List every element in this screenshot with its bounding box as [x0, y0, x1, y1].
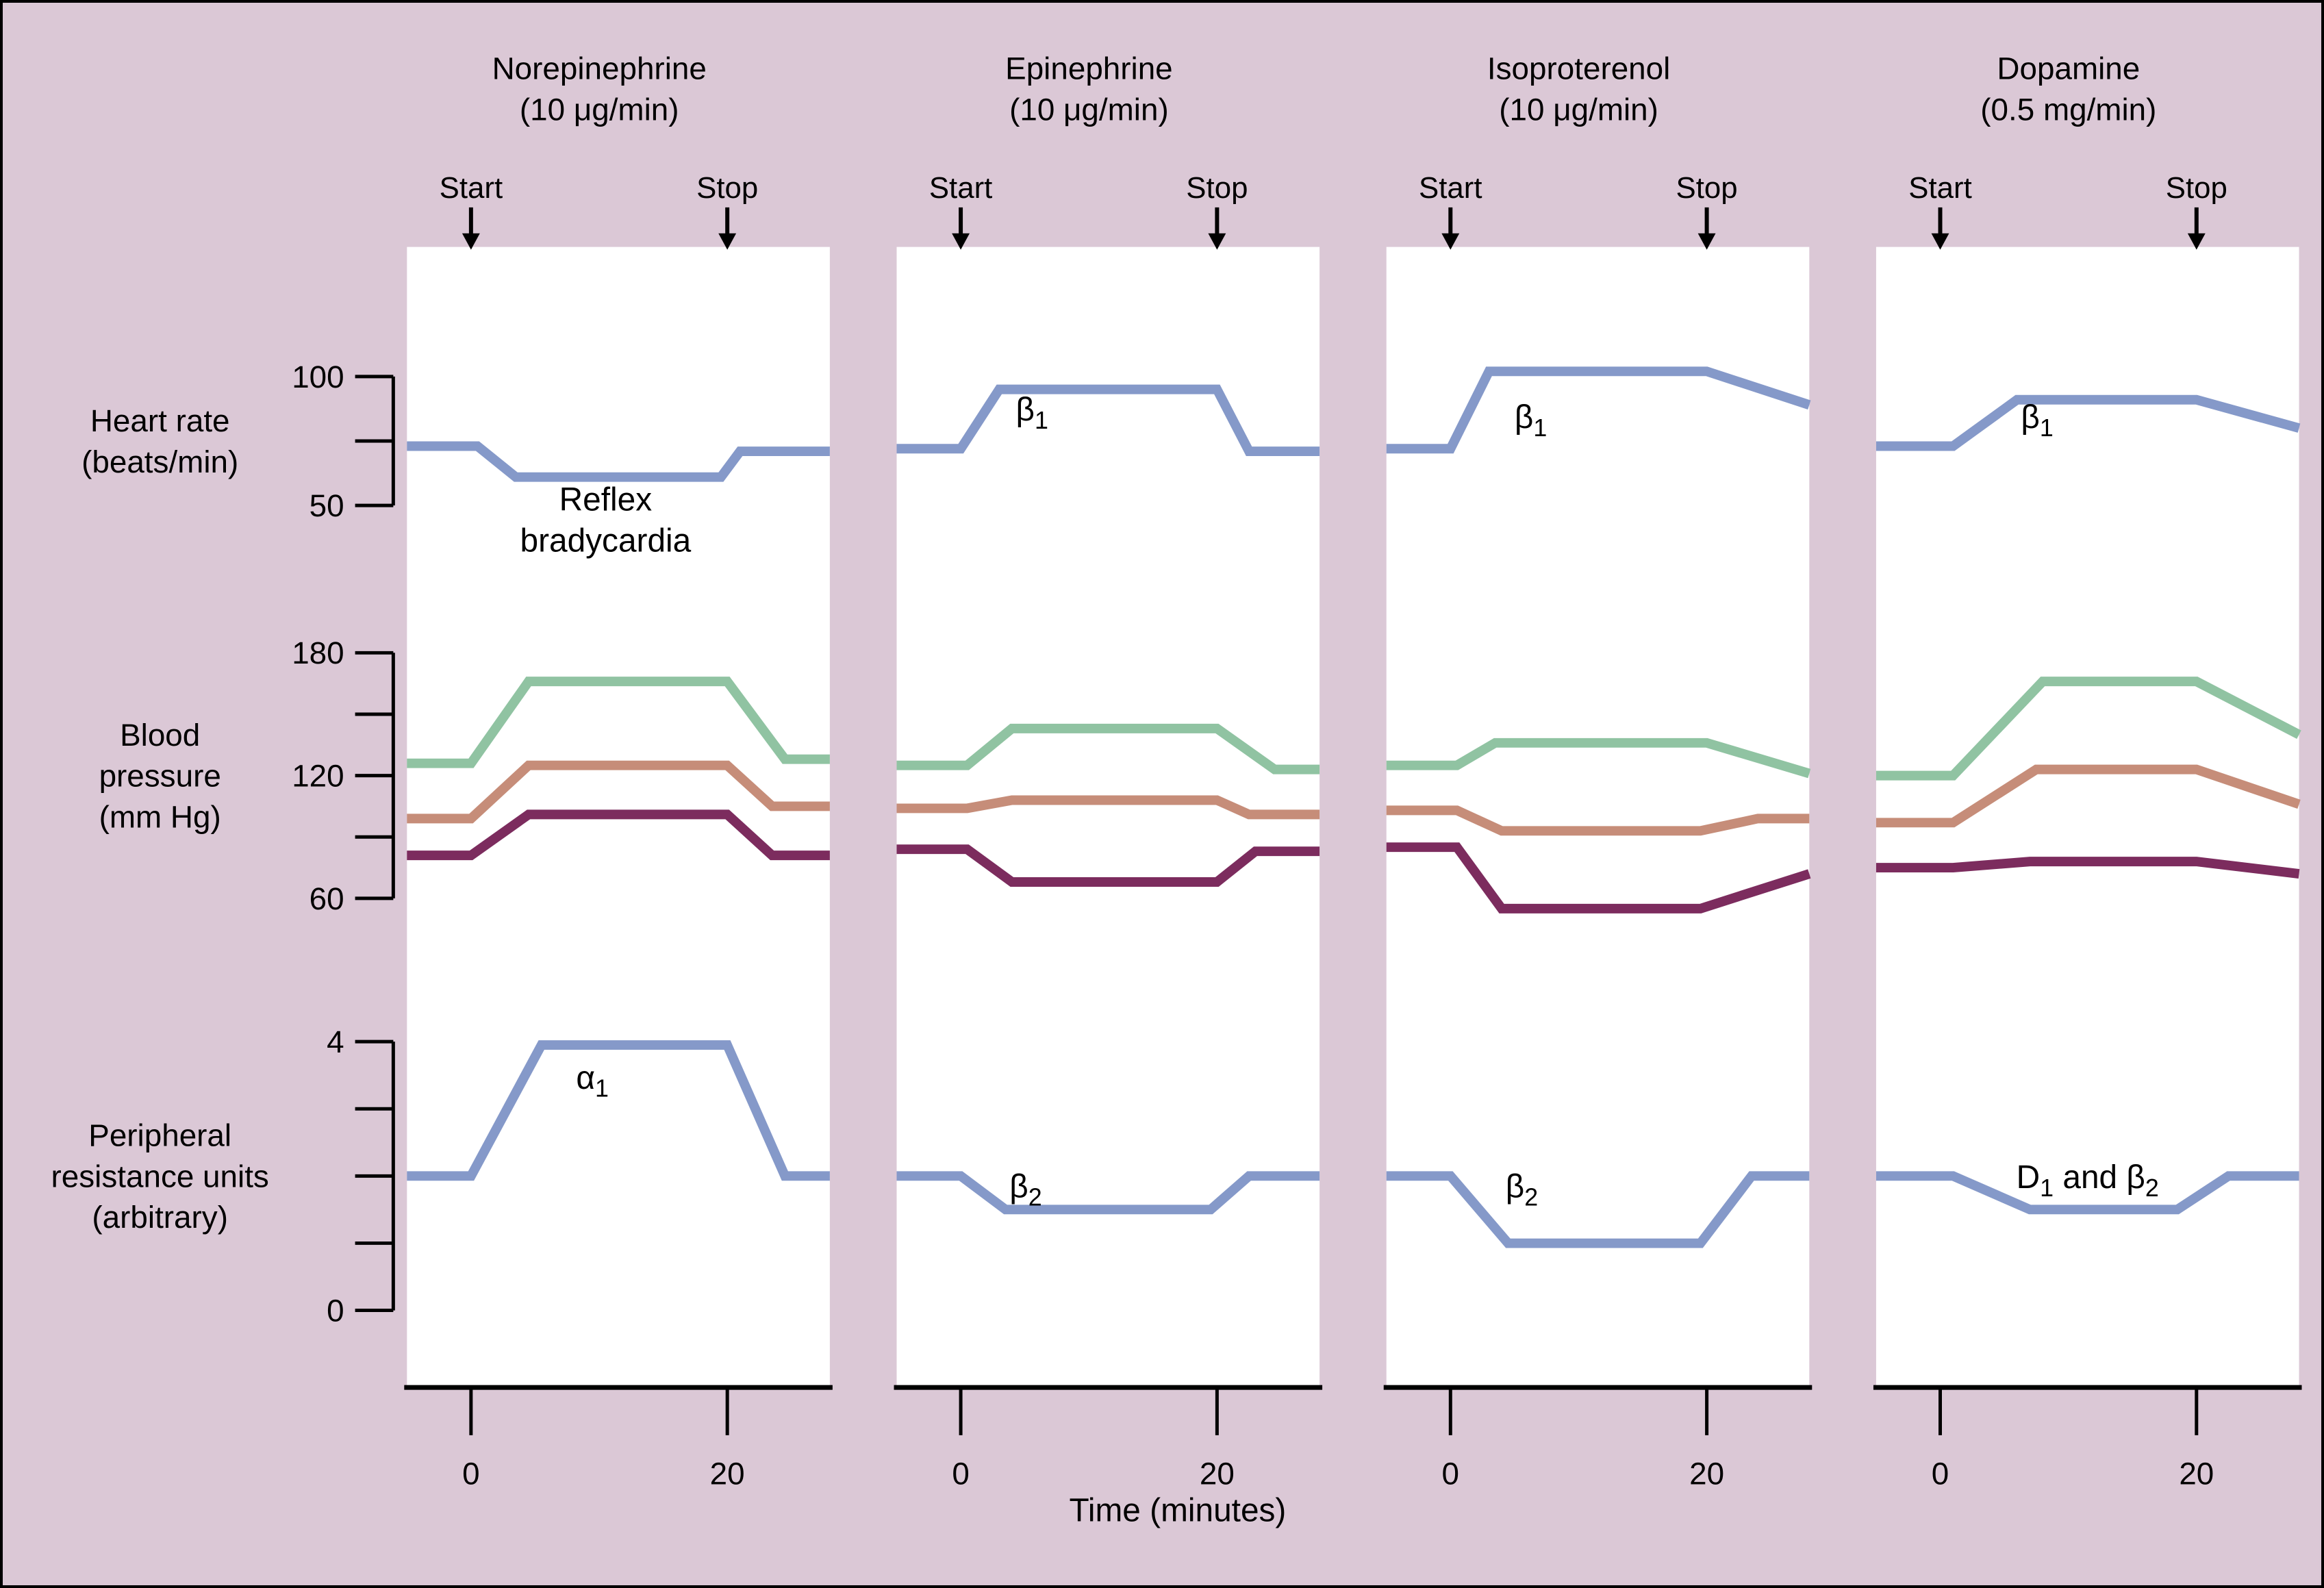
start-label-epinephrine: Start — [929, 171, 993, 205]
series-dopamine-diastolic — [1875, 857, 2300, 879]
start-label-dopamine: Start — [1908, 171, 1972, 205]
x-tick-label-norepinephrine-20: 20 — [710, 1457, 745, 1491]
annotation-epinephrine-peripheral_resistance-0: β2 — [1009, 1169, 1041, 1211]
x-tick-label-epinephrine-20: 20 — [1200, 1457, 1235, 1491]
series-dopamine-heart_rate — [1875, 394, 2301, 451]
x-tick-label-isoproterenol-20: 20 — [1689, 1457, 1724, 1491]
title-isoproterenol: Isoproterenol — [1487, 51, 1670, 86]
series-epinephrine-heart_rate — [896, 384, 1320, 457]
y-tick-label-blood_pressure-120: 120 — [292, 759, 344, 794]
start-arrow-head-icon — [952, 233, 970, 250]
stop-arrow-head-icon — [1697, 233, 1716, 250]
dose-dopamine: (0.5 mg/min) — [1980, 92, 2156, 127]
y-tick-label-heart_rate-50: 50 — [310, 488, 344, 523]
row-label-peripheral_resistance: (arbitrary) — [92, 1200, 228, 1235]
row-label-blood_pressure: Blood — [120, 718, 200, 753]
stop-label-dopamine: Stop — [2166, 171, 2227, 205]
annotation-norepinephrine-peripheral_resistance-0: α1 — [576, 1060, 609, 1102]
annotation-norepinephrine-heart_rate-0: bradycardia — [520, 522, 692, 559]
series-norepinephrine-diastolic — [407, 809, 830, 861]
annotation-isoproterenol-peripheral_resistance-0: β2 — [1506, 1169, 1538, 1211]
panel-dopamine — [1875, 247, 2299, 1388]
row-label-heart_rate: (beats/min) — [81, 444, 238, 479]
row-label-peripheral_resistance: resistance units — [51, 1159, 269, 1194]
series-epinephrine-resistance — [896, 1171, 1320, 1215]
start-arrow-head-icon — [462, 233, 480, 250]
series-dopamine-resistance — [1875, 1171, 2299, 1215]
y-tick-label-peripheral_resistance-0: 0 — [327, 1294, 344, 1328]
series-norepinephrine-systolic — [407, 677, 830, 768]
series-norepinephrine-heart_rate — [407, 441, 830, 482]
annotation-isoproterenol-heart_rate-0: β1 — [1515, 399, 1547, 442]
series-isoproterenol-diastolic — [1386, 842, 1811, 913]
figure-canvas: 100 50 Heart rate (beats/min) 180 120 60 Blood p… — [4, 3, 2320, 1585]
row-label-blood_pressure: pressure — [99, 759, 221, 794]
stop-label-epinephrine: Stop — [1186, 171, 1248, 205]
annotation-norepinephrine-heart_rate-0: Reflex — [559, 482, 653, 518]
x-tick-label-dopamine-0: 0 — [1932, 1457, 1949, 1491]
series-dopamine-systolic — [1875, 677, 2301, 781]
stop-arrow-head-icon — [718, 233, 737, 250]
series-epinephrine-systolic — [896, 723, 1320, 774]
series-isoproterenol-mean — [1386, 805, 1810, 836]
y-tick-label-blood_pressure-180: 180 — [292, 635, 344, 670]
stop-label-norepinephrine: Stop — [696, 171, 758, 205]
row-label-blood_pressure: (mm Hg) — [99, 799, 221, 834]
start-label-norepinephrine: Start — [440, 171, 503, 205]
series-epinephrine-mean — [896, 795, 1320, 820]
stop-arrow-head-icon — [2187, 233, 2206, 250]
dose-epinephrine: (10 μg/min) — [1009, 92, 1169, 127]
annotation-dopamine-peripheral_resistance-0: D1 and β2 — [2017, 1159, 2159, 1202]
dose-isoproterenol: (10 μg/min) — [1499, 92, 1658, 127]
x-tick-label-epinephrine-0: 0 — [952, 1457, 969, 1491]
row-label-peripheral_resistance: Peripheral — [88, 1118, 231, 1152]
series-epinephrine-diastolic — [896, 844, 1320, 887]
series-norepinephrine-mean — [407, 760, 830, 824]
y-tick-label-peripheral_resistance-4: 4 — [327, 1024, 344, 1059]
series-norepinephrine-resistance — [407, 1040, 830, 1181]
y-tick-label-blood_pressure-60: 60 — [310, 881, 344, 916]
x-tick-label-isoproterenol-0: 0 — [1442, 1457, 1459, 1491]
dose-norepinephrine: (10 μg/min) — [520, 92, 679, 127]
series-isoproterenol-systolic — [1386, 738, 1811, 779]
series-isoproterenol-resistance — [1386, 1171, 1810, 1248]
time-axis-label: Time (minutes) — [1069, 1492, 1286, 1528]
title-norepinephrine: Norepinephrine — [492, 51, 707, 86]
title-epinephrine: Epinephrine — [1005, 51, 1173, 86]
annotation-dopamine-heart_rate-0: β1 — [2021, 399, 2053, 442]
start-label-isoproterenol: Start — [1419, 171, 1482, 205]
title-dopamine: Dopamine — [1997, 51, 2140, 86]
stop-arrow-head-icon — [1208, 233, 1226, 250]
series-isoproterenol-heart_rate — [1386, 366, 1811, 454]
series-dopamine-mean — [1875, 764, 2301, 828]
x-tick-label-dopamine-20: 20 — [2179, 1457, 2214, 1491]
catecholamine-effects-figure: 100 50 Heart rate (beats/min) 180 120 60 Blood p… — [3, 3, 2321, 1585]
start-arrow-head-icon — [1441, 233, 1460, 250]
y-tick-label-heart_rate-100: 100 — [292, 360, 344, 394]
x-tick-label-norepinephrine-0: 0 — [462, 1457, 479, 1491]
annotation-epinephrine-heart_rate-0: β1 — [1016, 392, 1048, 434]
start-arrow-head-icon — [1931, 233, 1949, 250]
row-label-heart_rate: Heart rate — [90, 403, 230, 438]
stop-label-isoproterenol: Stop — [1676, 171, 1738, 205]
